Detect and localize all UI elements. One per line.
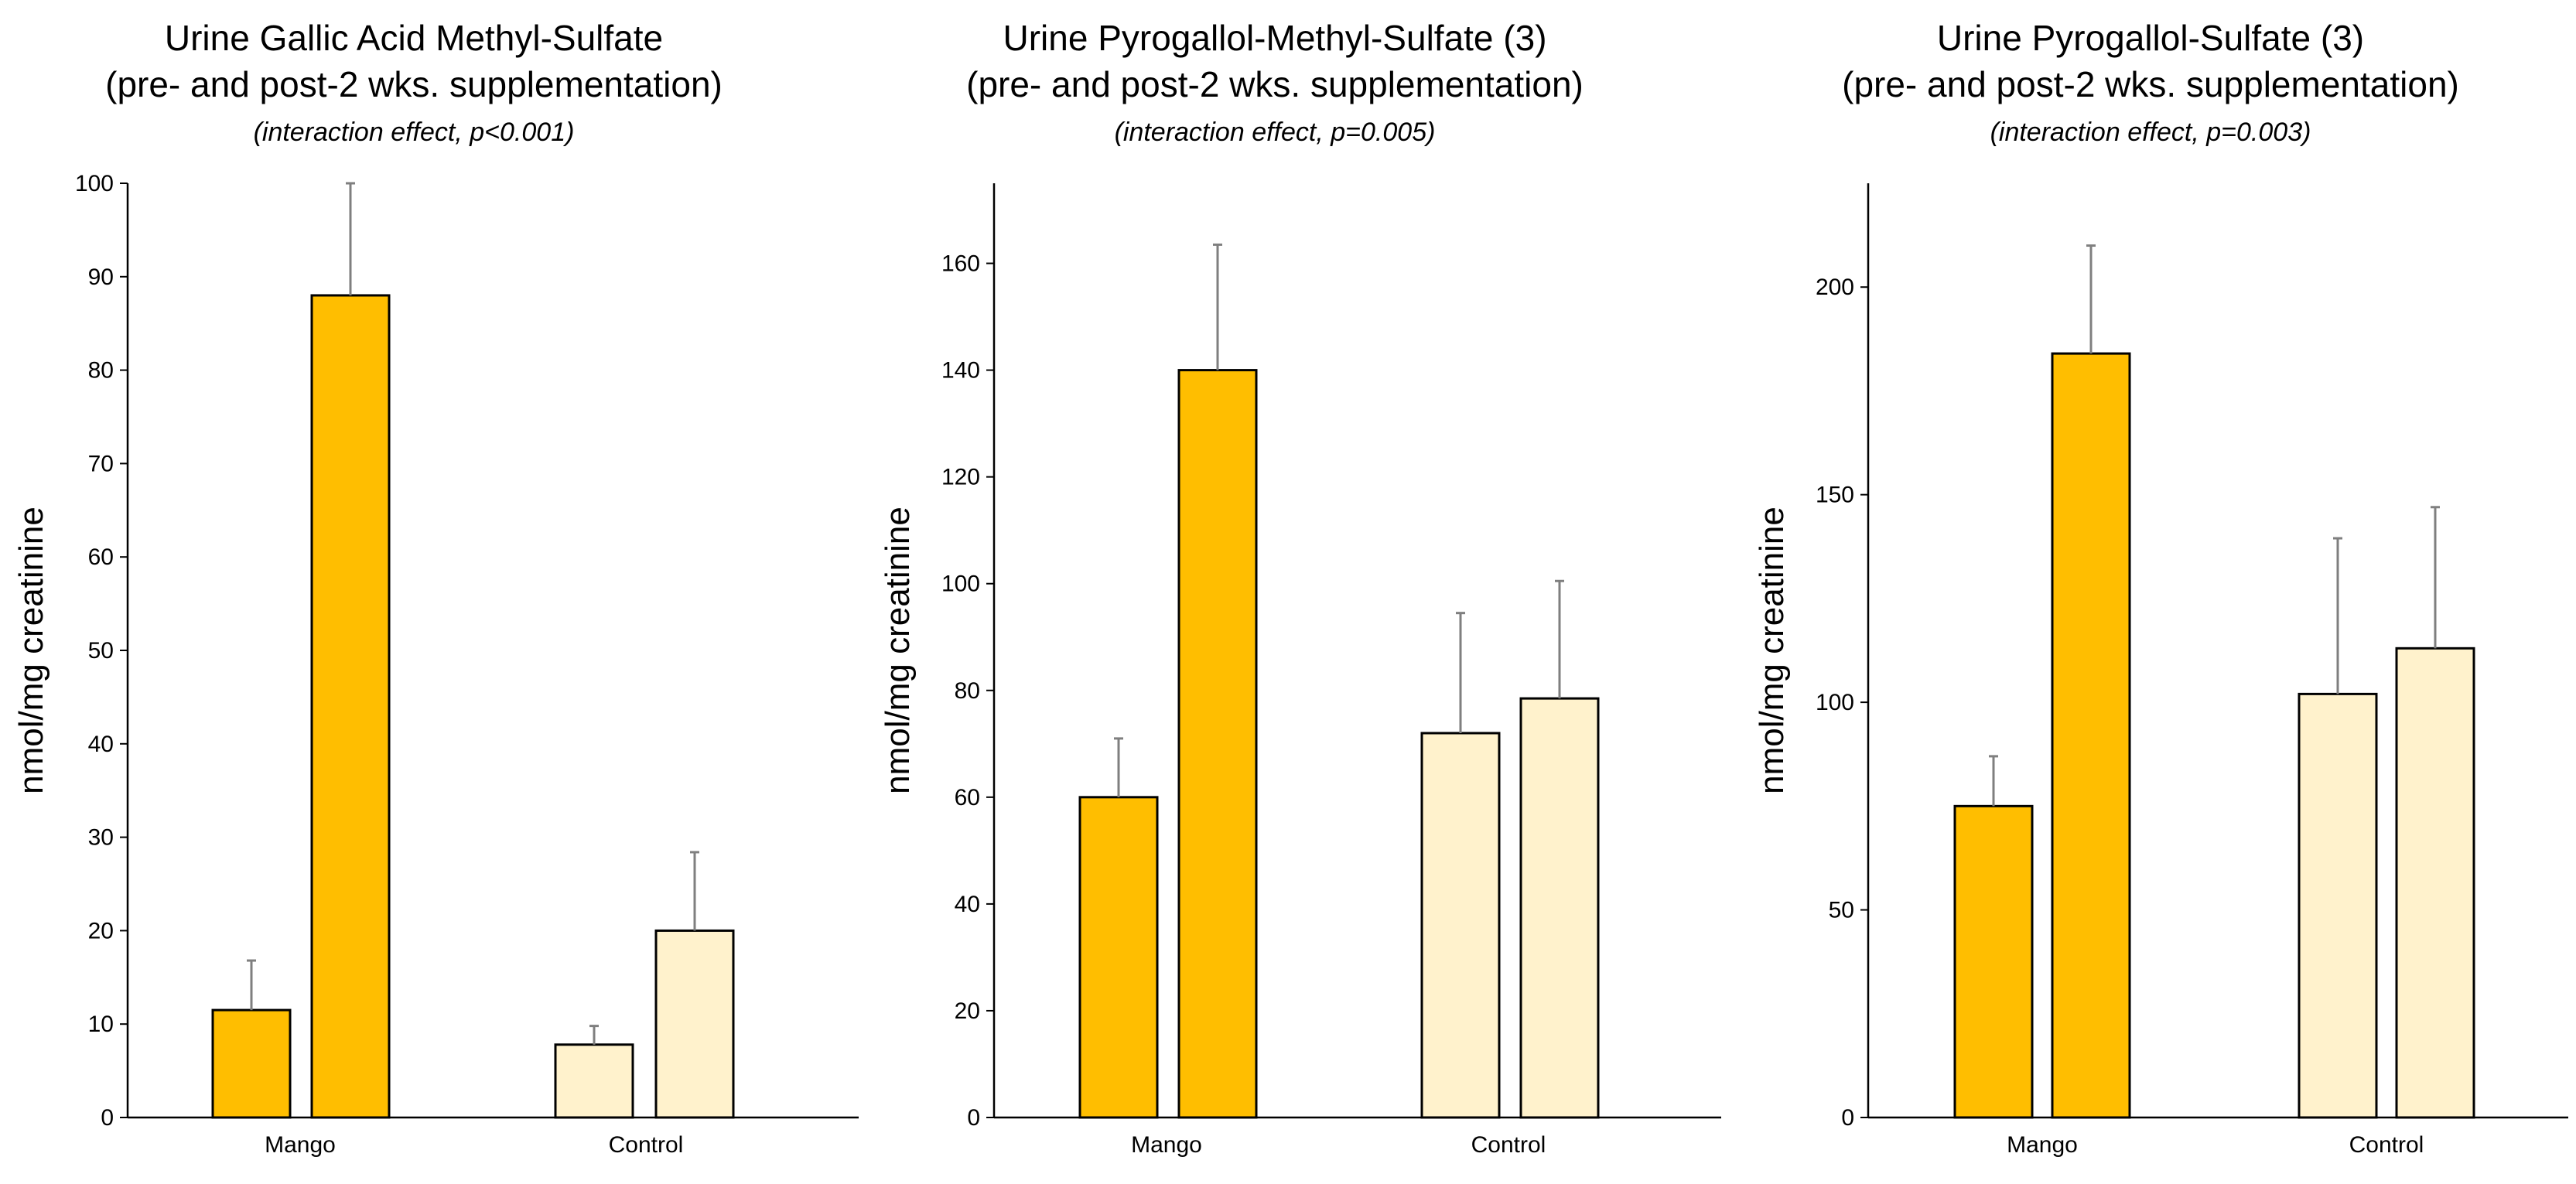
y-tick-label-30: 30 xyxy=(88,825,114,851)
bar-control-pre xyxy=(1420,732,1501,1119)
x-tick-label-mango: Mango xyxy=(2007,1132,2078,1158)
y-tick-label-100: 100 xyxy=(941,572,980,597)
y-tick-label-20: 20 xyxy=(88,918,114,943)
bar-control-pre xyxy=(554,1043,634,1119)
chart-title-line-2: (pre- and post-2 wks. supplementation) xyxy=(1842,64,2459,104)
y-tick-label-20: 20 xyxy=(955,998,980,1024)
bar-control-post xyxy=(654,929,735,1119)
chart-subtitle: (interaction effect, p<0.001) xyxy=(254,118,575,147)
chart-title-line-1: Urine Gallic Acid Methyl-Sulfate xyxy=(165,18,663,58)
x-tick-label-control: Control xyxy=(1471,1132,1546,1158)
y-tick-label-0: 0 xyxy=(1841,1105,1854,1131)
chart-panel-3: Urine Pyrogallol-Sulfate (3) (pre- and po… xyxy=(1753,18,2568,1158)
bar-mango-post xyxy=(1177,369,1258,1119)
y-tick-label-140: 140 xyxy=(941,358,980,384)
chart-subtitle: (interaction effect, p=0.005) xyxy=(1115,118,1436,147)
y-axis-label: nmol/mg creatinine xyxy=(12,507,50,794)
y-tick-label-0: 0 xyxy=(967,1105,980,1131)
bar-mango-pre xyxy=(1078,796,1159,1119)
y-tick-label-40: 40 xyxy=(88,732,114,757)
chart-title-line-2: (pre- and post-2 wks. supplementation) xyxy=(105,64,723,104)
y-tick-label-90: 90 xyxy=(88,264,114,290)
y-tick-label-50: 50 xyxy=(1829,898,1854,923)
y-tick-label-80: 80 xyxy=(88,358,114,384)
bar-mango-post xyxy=(310,294,391,1119)
x-tick-label-control: Control xyxy=(609,1132,684,1158)
bar-control-post xyxy=(1519,697,1600,1119)
y-tick-label-10: 10 xyxy=(88,1012,114,1037)
y-tick-label-50: 50 xyxy=(88,638,114,664)
bar-mango-pre xyxy=(211,1008,292,1119)
x-tick-label-mango: Mango xyxy=(1131,1132,1202,1158)
chart-title-line-1: Urine Pyrogallol-Sulfate (3) xyxy=(1937,18,2364,58)
chart-title-line-1: Urine Pyrogallol-Methyl-Sulfate (3) xyxy=(1003,18,1546,58)
bar-control-pre xyxy=(2298,692,2378,1119)
y-tick-label-100: 100 xyxy=(1816,690,1854,715)
bar-mango-post xyxy=(2051,352,2131,1119)
y-tick-label-40: 40 xyxy=(955,892,980,917)
y-tick-label-200: 200 xyxy=(1816,275,1854,300)
y-tick-label-100: 100 xyxy=(75,171,114,196)
bar-mango-pre xyxy=(1953,804,2034,1119)
y-tick-label-150: 150 xyxy=(1816,483,1854,508)
chart-title-line-2: (pre- and post-2 wks. supplementation) xyxy=(966,64,1584,104)
x-tick-label-control: Control xyxy=(2349,1132,2424,1158)
bar-control-post xyxy=(2395,647,2475,1119)
y-tick-label-60: 60 xyxy=(88,544,114,570)
chart-panel-2: Urine Pyrogallol-Methyl-Sulfate (3) (pre-… xyxy=(879,18,1721,1158)
y-tick-label-120: 120 xyxy=(941,465,980,490)
y-axis-label: nmol/mg creatinine xyxy=(879,507,917,794)
chart-panel-1: Urine Gallic Acid Methyl-Sulfate (pre- an… xyxy=(12,18,859,1158)
y-tick-label-80: 80 xyxy=(955,678,980,704)
y-tick-label-70: 70 xyxy=(88,451,114,476)
y-axis-label: nmol/mg creatinine xyxy=(1753,507,1791,794)
y-tick-label-60: 60 xyxy=(955,785,980,810)
chart-subtitle: (interaction effect, p=0.003) xyxy=(1990,118,2311,147)
y-tick-label-160: 160 xyxy=(941,251,980,277)
y-tick-label-0: 0 xyxy=(101,1105,114,1131)
x-tick-label-mango: Mango xyxy=(265,1132,336,1158)
